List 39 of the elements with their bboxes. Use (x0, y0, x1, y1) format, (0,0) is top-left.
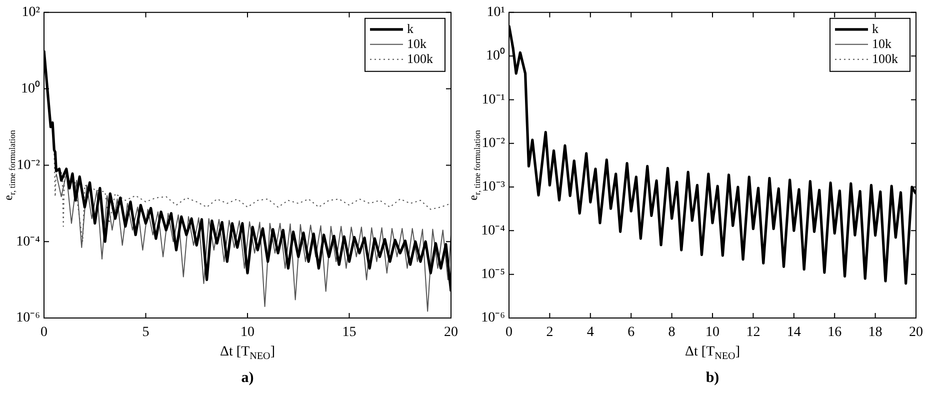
x-tick-label: 14 (786, 325, 801, 340)
y-tick-label: 10⁻⁴ (16, 234, 40, 250)
legend-label: k (407, 20, 414, 36)
y-tick-label: 10⁻⁵ (481, 267, 506, 282)
y-tick-label: 10⁻⁴ (481, 223, 506, 238)
x-tick-label: 8 (668, 325, 676, 340)
x-tick-label: 12 (746, 325, 760, 340)
y-axis-title: er, time formulation (1, 129, 17, 200)
y-tick-label: 10⁻³ (482, 180, 505, 195)
x-tick-label: 10 (706, 325, 720, 340)
x-tick-label: 16 (828, 325, 842, 340)
y-tick-label: 10² (22, 5, 40, 20)
x-tick-label: 4 (586, 325, 594, 340)
y-axis-title: er, time formulation (466, 129, 482, 200)
x-tick-label: 18 (868, 325, 882, 340)
legend-label: k (872, 20, 879, 36)
legend-label: 10k (407, 36, 427, 51)
y-tick-label: 10⁰ (21, 80, 40, 96)
y-tick-label: 10⁰ (486, 48, 505, 64)
legend-label: 100k (407, 50, 434, 66)
legend-label: 100k (872, 50, 898, 66)
y-tick-label: 10¹ (486, 5, 505, 20)
legend-label: 10k (872, 36, 892, 51)
x-tick-label: 10 (240, 325, 254, 340)
y-tick-label: 10⁻⁶ (16, 310, 40, 326)
x-tick-label: 20 (444, 325, 458, 340)
x-tick-label: 2 (546, 325, 554, 340)
x-tick-label: 15 (342, 325, 356, 340)
y-tick-label: 10⁻² (482, 136, 505, 152)
x-tick-label: 5 (142, 325, 150, 340)
y-tick-label: 10⁻¹ (482, 92, 505, 108)
x-tick-label: 0 (40, 325, 48, 340)
x-tick-label: 6 (628, 325, 635, 340)
text: b) (706, 370, 720, 386)
x-tick-label: 20 (909, 325, 923, 340)
text: a) (241, 370, 254, 386)
x-tick-label: 0 (506, 325, 512, 340)
y-tick-label: 10⁻² (16, 158, 40, 173)
y-tick-label: 10⁻⁶ (481, 310, 506, 326)
